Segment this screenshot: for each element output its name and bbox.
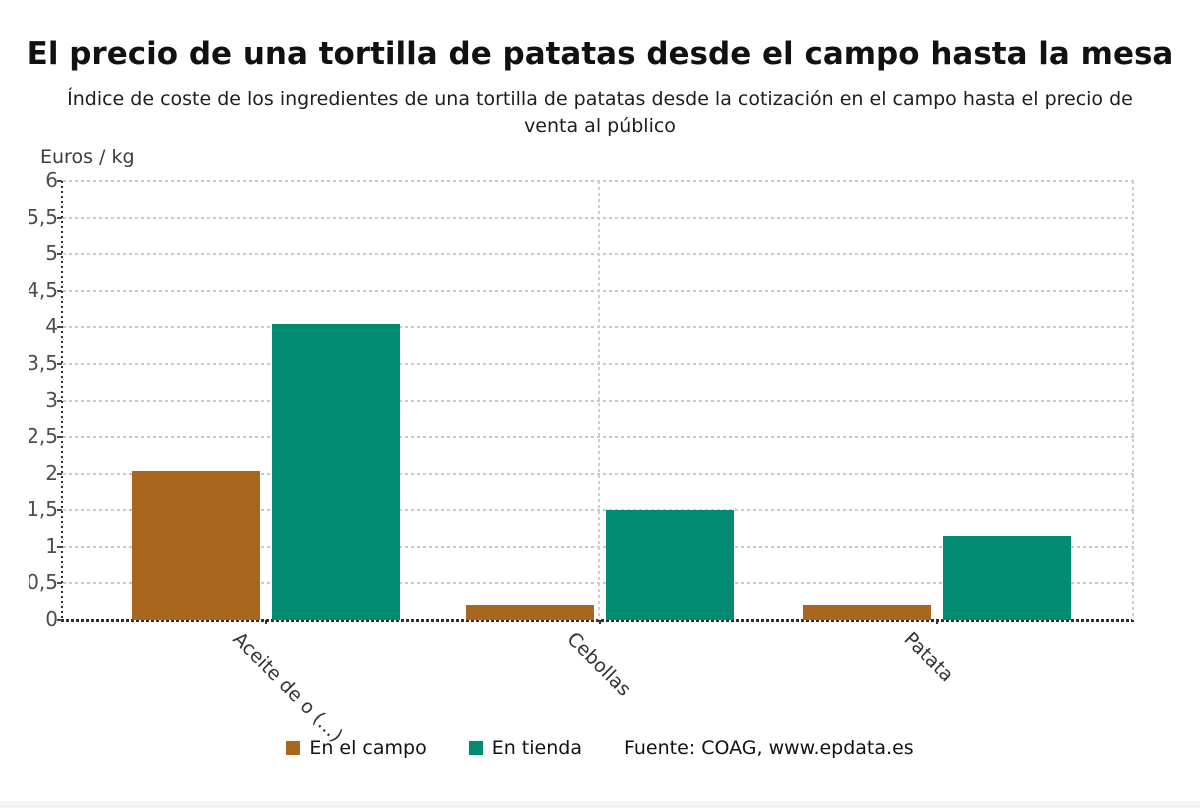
chart-title: El precio de una tortilla de patatas des… [26, 36, 1174, 72]
y-tick-mark [57, 509, 62, 512]
y-tick-mark [57, 180, 62, 182]
bar-en-tienda-3 [943, 536, 1071, 620]
legend-item-en-el-campo[interactable]: En el campo [286, 737, 427, 759]
bar-en-tienda-1 [272, 324, 400, 620]
y-tick-mark [57, 619, 62, 621]
x-tick-mark [599, 620, 601, 624]
y-tick-label: 3,5 [29, 350, 58, 375]
legend-item-en-tienda[interactable]: En tienda [468, 737, 582, 759]
legend-swatch-campo [286, 741, 301, 755]
x-tick-mark [936, 620, 938, 624]
x-tick-mark [265, 620, 267, 624]
legend-label-campo: En el campo [309, 737, 427, 759]
legend-swatch-tienda [468, 741, 483, 755]
legend-label-tienda: En tienda [491, 737, 582, 759]
y-tick-label: 5,5 [29, 204, 58, 229]
y-tick-label: 0 [45, 607, 58, 631]
y-tick-mark [57, 289, 62, 292]
v-gridline [1132, 181, 1134, 620]
y-tick-label: 5 [45, 241, 58, 266]
y-tick-label: 2,5 [29, 424, 58, 449]
v-gridline [598, 181, 600, 620]
x-axis-line [61, 619, 1134, 622]
y-tick-label: 2 [45, 460, 58, 485]
x-category-label: Cebollas [562, 628, 636, 701]
y-tick-mark [57, 253, 62, 256]
x-category-label: Aceite de o (...) [228, 628, 347, 747]
y-tick-mark [57, 545, 62, 548]
bottom-strip [0, 801, 1200, 808]
y-tick-label: 4,5 [29, 277, 58, 302]
x-category-label: Patata [899, 628, 958, 687]
y-tick-mark [57, 399, 62, 402]
y-tick-label: 1,5 [29, 497, 58, 522]
y-tick-label: 6 [45, 168, 58, 192]
y-tick-label: 0,5 [29, 570, 58, 595]
y-tick-label: 4 [45, 314, 58, 339]
y-tick-mark [57, 582, 62, 585]
y-tick-label: 3 [45, 387, 58, 412]
source-text: Fuente: COAG, www.epdata.es [623, 737, 914, 759]
bar-en-el-campo-2 [466, 605, 594, 620]
chart-subtitle: Índice de coste de los ingredientes de u… [67, 88, 1133, 137]
y-tick-mark [57, 362, 62, 365]
bar-en-el-campo-1 [132, 471, 260, 620]
y-axis-line [61, 181, 63, 622]
y-tick-mark [57, 326, 62, 329]
plot-area: 0 0,5 1 1,5 2 2,5 3 3,5 4 4,5 5 5,5 6 Aceite de o (..… [29, 168, 1134, 747]
y-tick-mark [57, 436, 62, 439]
y-axis-title: Euros / kg [40, 146, 135, 168]
bar-en-tienda-2 [606, 510, 734, 620]
y-tick-mark [57, 216, 62, 219]
bar-en-el-campo-3 [803, 605, 931, 620]
y-tick-mark [57, 472, 62, 475]
y-tick-label: 1 [45, 533, 58, 558]
chart-legend: En el campo En tienda Fuente: COAG, www.… [0, 737, 1200, 759]
